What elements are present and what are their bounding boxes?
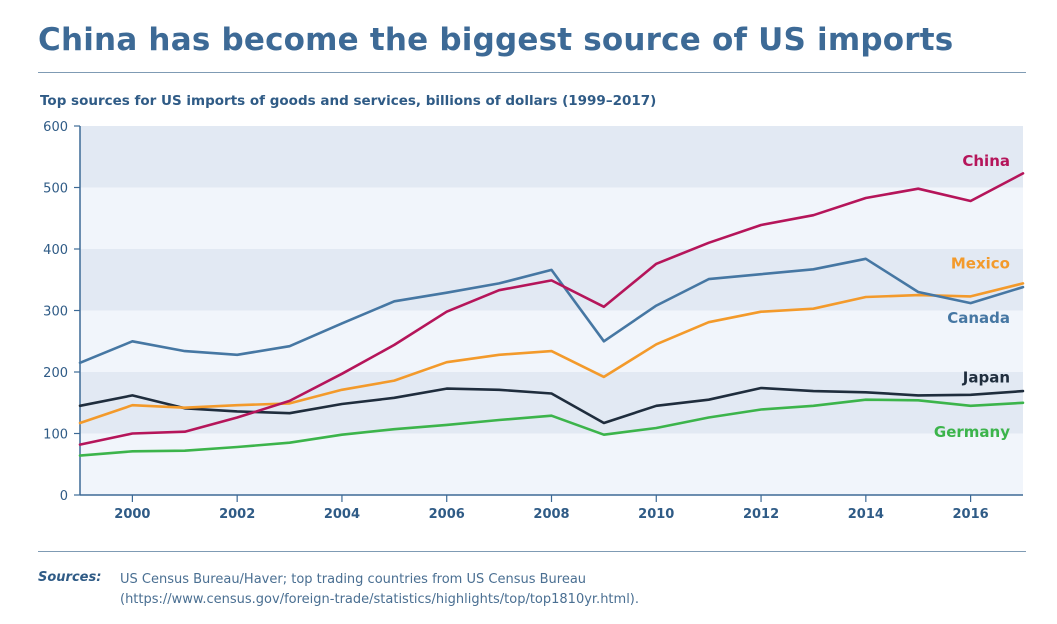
footer-divider: [38, 551, 1026, 552]
chart-subtitle: Top sources for US imports of goods and …: [40, 93, 657, 109]
grid-band: [80, 310, 1023, 372]
series-line-mexico: [78, 282, 1025, 425]
series-label-china: China: [962, 152, 1010, 170]
title-divider: [38, 72, 1026, 73]
sources-text: US Census Bureau/Haver; top trading coun…: [120, 570, 1020, 610]
series-label-canada: Canada: [947, 309, 1010, 327]
grid-band: [80, 433, 1023, 495]
grid-band: [80, 126, 1023, 188]
sources-line-1: US Census Bureau/Haver; top trading coun…: [120, 572, 587, 587]
x-tick-label: 2006: [429, 507, 465, 522]
x-tick-label: 2008: [533, 507, 569, 522]
x-tick-label: 2000: [114, 507, 150, 522]
y-tick-label: 100: [43, 428, 68, 443]
x-tick-label: 2010: [638, 507, 674, 522]
x-tick-label: 2016: [953, 507, 989, 522]
sources-label: Sources:: [38, 570, 102, 585]
series-label-germany: Germany: [934, 423, 1010, 441]
line-chart: 0 100 200 300 400 500 600 2000 2002 2004 2006 2008 2…: [43, 120, 1025, 522]
y-tick-label: 0: [60, 489, 68, 504]
y-tick-label: 400: [43, 243, 68, 258]
y-tick-label: 600: [43, 120, 68, 135]
series-label-japan: Japan: [962, 368, 1010, 386]
x-tick-label: 2004: [324, 507, 360, 522]
series-line-canada: [78, 257, 1025, 365]
y-tick-label: 200: [43, 366, 68, 381]
grid-band: [80, 187, 1023, 249]
x-tick-label: 2014: [848, 507, 884, 522]
y-tick-label: 300: [43, 305, 68, 320]
series-line-china: [78, 172, 1025, 446]
x-tick-label: 2002: [219, 507, 255, 522]
series-line-germany: [78, 398, 1025, 457]
x-tick-label: 2012: [743, 507, 779, 522]
sources-line-2: (https://www.census.gov/foreign-trade/st…: [120, 592, 640, 607]
y-tick-label: 500: [43, 182, 68, 197]
grid-band: [80, 372, 1023, 434]
chart-title: China has become the biggest source of U…: [38, 22, 954, 58]
series-label-mexico: Mexico: [951, 255, 1010, 273]
series-line-japan: [78, 386, 1025, 425]
